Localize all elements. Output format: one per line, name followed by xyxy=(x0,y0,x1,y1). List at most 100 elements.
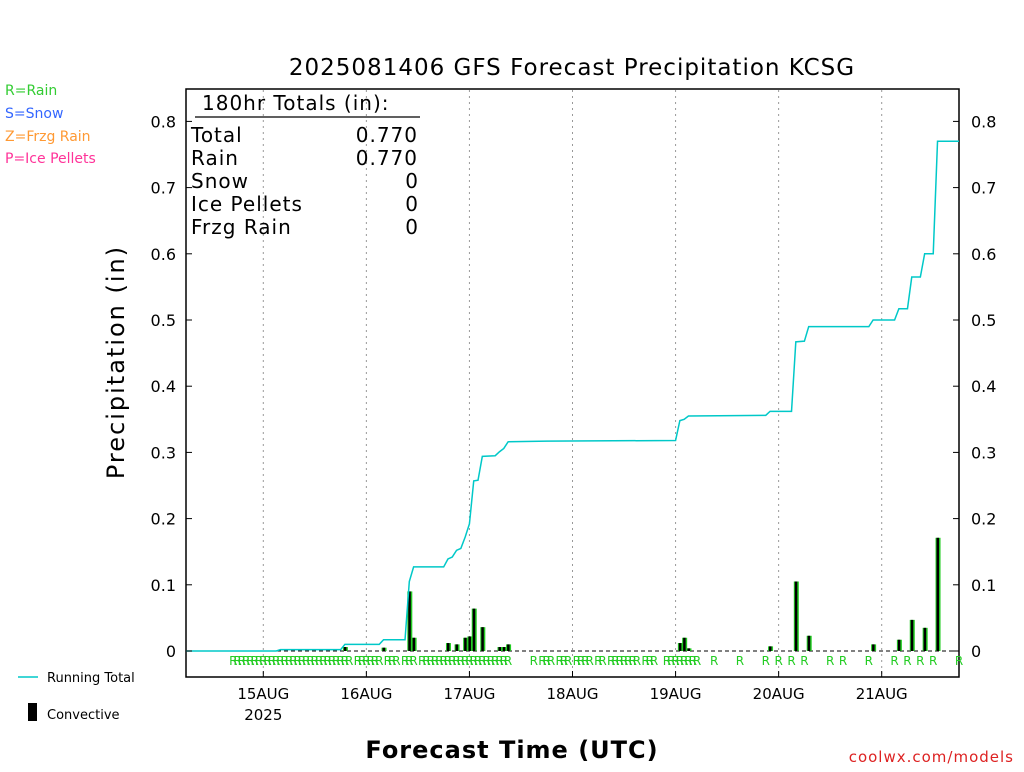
y-tick-label-left: 0 xyxy=(166,642,176,661)
totals-label-snow: Snow xyxy=(191,169,249,193)
y-tick-label-right: 0.3 xyxy=(971,443,996,462)
convective-bar xyxy=(498,647,501,651)
rain-marker: R xyxy=(457,654,465,668)
y-axis-right: 0 0.1 0.2 0.3 0.4 0.5 0.6 0.7 0.8 xyxy=(953,112,996,661)
rain-marker: R xyxy=(366,654,374,668)
y-tick-label-left: 0.2 xyxy=(151,510,176,529)
rain-marker: R xyxy=(272,654,280,668)
rain-marker: R xyxy=(684,654,692,668)
convective-bar xyxy=(923,627,927,651)
rain-marker: R xyxy=(293,654,301,668)
x-tick-label: 21AUG xyxy=(856,685,908,703)
rain-marker: R xyxy=(251,654,259,668)
x-axis-title: Forecast Time (UTC) xyxy=(365,736,658,764)
totals-value-rain: 0.770 xyxy=(356,146,418,170)
rain-marker: R xyxy=(332,654,340,668)
rain-marker: R xyxy=(392,654,400,668)
rain-marker: R xyxy=(929,654,937,668)
y-tick-label-left: 0.6 xyxy=(151,245,176,264)
rain-marker: R xyxy=(409,654,417,668)
totals-value-snow: 0 xyxy=(405,169,418,193)
y-tick-label-left: 0.8 xyxy=(151,112,176,131)
rain-marker: R xyxy=(302,654,310,668)
rain-marker: R xyxy=(890,654,898,668)
rain-marker: R xyxy=(530,654,538,668)
rain-marker: R xyxy=(281,654,289,668)
rain-marker: R xyxy=(461,654,469,668)
rain-marker: R xyxy=(624,654,632,668)
rain-marker: R xyxy=(594,654,602,668)
rain-marker: R xyxy=(306,654,314,668)
y-tick-label-right: 0.8 xyxy=(971,112,996,131)
rain-marker: R xyxy=(246,654,254,668)
rain-marker: R xyxy=(427,654,435,668)
y-tick-label-right: 0 xyxy=(971,642,981,661)
running-total-label: Running Total xyxy=(47,671,135,686)
x-tick-label: 19AUG xyxy=(650,685,702,703)
convective-bar xyxy=(936,537,940,651)
rain-marker: R xyxy=(418,654,426,668)
convective-bar xyxy=(910,619,914,651)
rain-marker: R xyxy=(431,654,439,668)
rain-marker: R xyxy=(616,654,624,668)
rain-marker: R xyxy=(667,654,675,668)
rain-marker: R xyxy=(543,654,551,668)
y-tick-label-right: 0.4 xyxy=(971,377,996,396)
totals-box: 180hr Totals (in): Total 0.770 Rain 0.77… xyxy=(190,91,420,239)
convective-bar xyxy=(897,639,901,651)
rain-marker: R xyxy=(650,654,658,668)
rain-marker: R xyxy=(311,654,319,668)
rain-marker: R xyxy=(354,654,362,668)
rain-marker: R xyxy=(800,654,808,668)
rain-marker: R xyxy=(598,654,606,668)
rain-marker: R xyxy=(444,654,452,668)
rain-marker: R xyxy=(401,654,409,668)
convective-bar xyxy=(502,647,506,651)
rain-marker: R xyxy=(495,654,503,668)
rain-marker: R xyxy=(774,654,782,668)
y-tick-label-right: 0.6 xyxy=(971,245,996,264)
rain-marker: R xyxy=(826,654,834,668)
y-tick-label-left: 0.3 xyxy=(151,443,176,462)
convective-bar xyxy=(683,637,686,651)
convective-bar xyxy=(468,636,471,651)
rain-marker: R xyxy=(586,654,594,668)
convective-bar xyxy=(794,581,798,651)
rain-marker: R xyxy=(710,654,718,668)
rain-marker: R xyxy=(319,654,327,668)
rain-marker: R xyxy=(839,654,847,668)
rain-marker: R xyxy=(689,654,697,668)
rain-marker: R xyxy=(611,654,619,668)
rain-marker: R xyxy=(324,654,332,668)
totals-label-ice-pellets: Ice Pellets xyxy=(191,192,303,216)
rain-marker: R xyxy=(504,654,512,668)
precip-type-legend: R=Rain S=Snow Z=Frzg Rain P=Ice Pellets xyxy=(5,83,96,167)
rain-marker: R xyxy=(663,654,671,668)
rain-marker: R xyxy=(581,654,589,668)
x-tick-label: 20AUG xyxy=(753,685,805,703)
totals-label-total: Total xyxy=(190,123,243,147)
convective-bar xyxy=(343,647,347,651)
rain-marker: R xyxy=(405,654,413,668)
rain-marker: R xyxy=(435,654,443,668)
rain-marker: R xyxy=(628,654,636,668)
rain-marker: R xyxy=(439,654,447,668)
precip-bars xyxy=(342,537,941,651)
totals-value-ice-pellets: 0 xyxy=(405,192,418,216)
rain-marker: R xyxy=(676,654,684,668)
convective-bar xyxy=(481,627,484,651)
rain-marker: R xyxy=(555,654,563,668)
convective-bar xyxy=(446,643,450,651)
legend-snow: S=Snow xyxy=(5,106,63,122)
rain-marker: R xyxy=(646,654,654,668)
rain-marker: R xyxy=(328,654,336,668)
rain-marker: R xyxy=(229,654,237,668)
rain-marker: R xyxy=(573,654,581,668)
totals-header: 180hr Totals (in): xyxy=(202,91,390,115)
rain-marker: R xyxy=(955,654,963,668)
rain-marker: R xyxy=(315,654,323,668)
rain-marker: R xyxy=(564,654,572,668)
rain-marker: R xyxy=(336,654,344,668)
